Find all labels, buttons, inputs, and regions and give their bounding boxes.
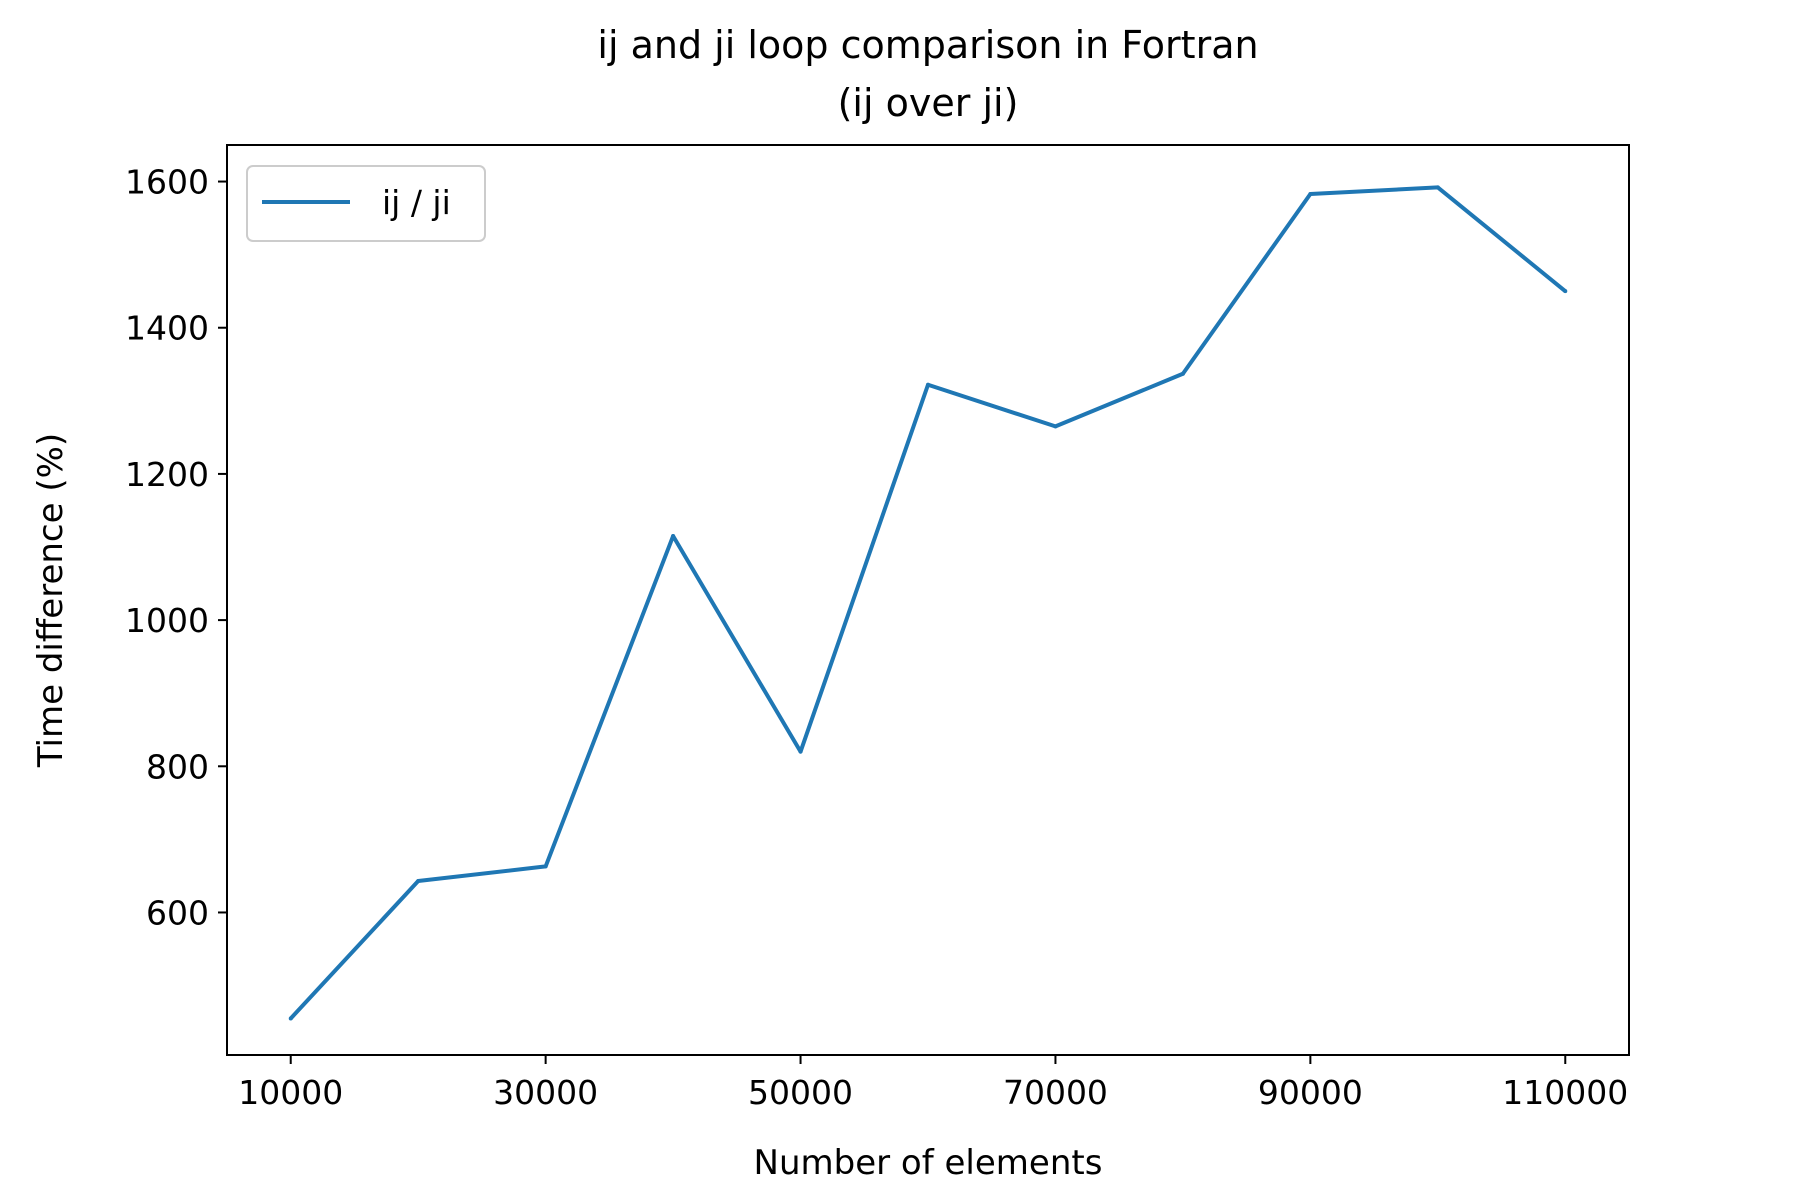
y-axis-ticks: 600 800 1000 1200 1400 1600 [125,163,227,932]
legend-label-ij-ji: ij / ji [382,183,451,222]
x-tick-label: 110000 [1502,1073,1628,1112]
data-point [798,749,803,754]
x-tick-label: 30000 [493,1073,598,1112]
data-point [543,864,548,869]
legend-box [246,165,486,242]
x-tick-label: 50000 [748,1073,853,1112]
x-tick-label: 10000 [238,1073,343,1112]
y-tick-label: 1600 [125,163,209,202]
series-layer [288,185,1568,1021]
legend: ij / ji [246,165,486,242]
series-line-ij-ji [289,185,1567,1020]
x-axis-ticks: 10000 30000 50000 70000 90000 110000 [238,1055,1628,1112]
data-point [1435,185,1440,190]
data-point [1180,371,1185,376]
y-tick-label: 1400 [125,309,209,348]
chart-title: ij and ji loop comparison in Fortran [597,23,1258,67]
data-point [671,534,676,539]
y-tick-label: 800 [146,747,209,786]
data-point [1563,289,1568,294]
data-point [1053,424,1058,429]
y-axis-label: Time difference (%) [31,433,71,768]
data-point [288,1016,293,1021]
x-tick-label: 90000 [1258,1073,1363,1112]
data-point [1308,191,1313,196]
x-axis-label: Number of elements [754,1143,1103,1183]
y-tick-label: 1200 [125,455,209,494]
y-tick-label: 600 [146,893,209,932]
data-point [926,382,930,387]
plot-frame [226,144,1630,1056]
x-tick-label: 70000 [1003,1073,1108,1112]
data-point [416,879,421,884]
y-tick-label: 1000 [125,601,209,640]
chart-subtitle: (ij over ji) [838,81,1019,125]
